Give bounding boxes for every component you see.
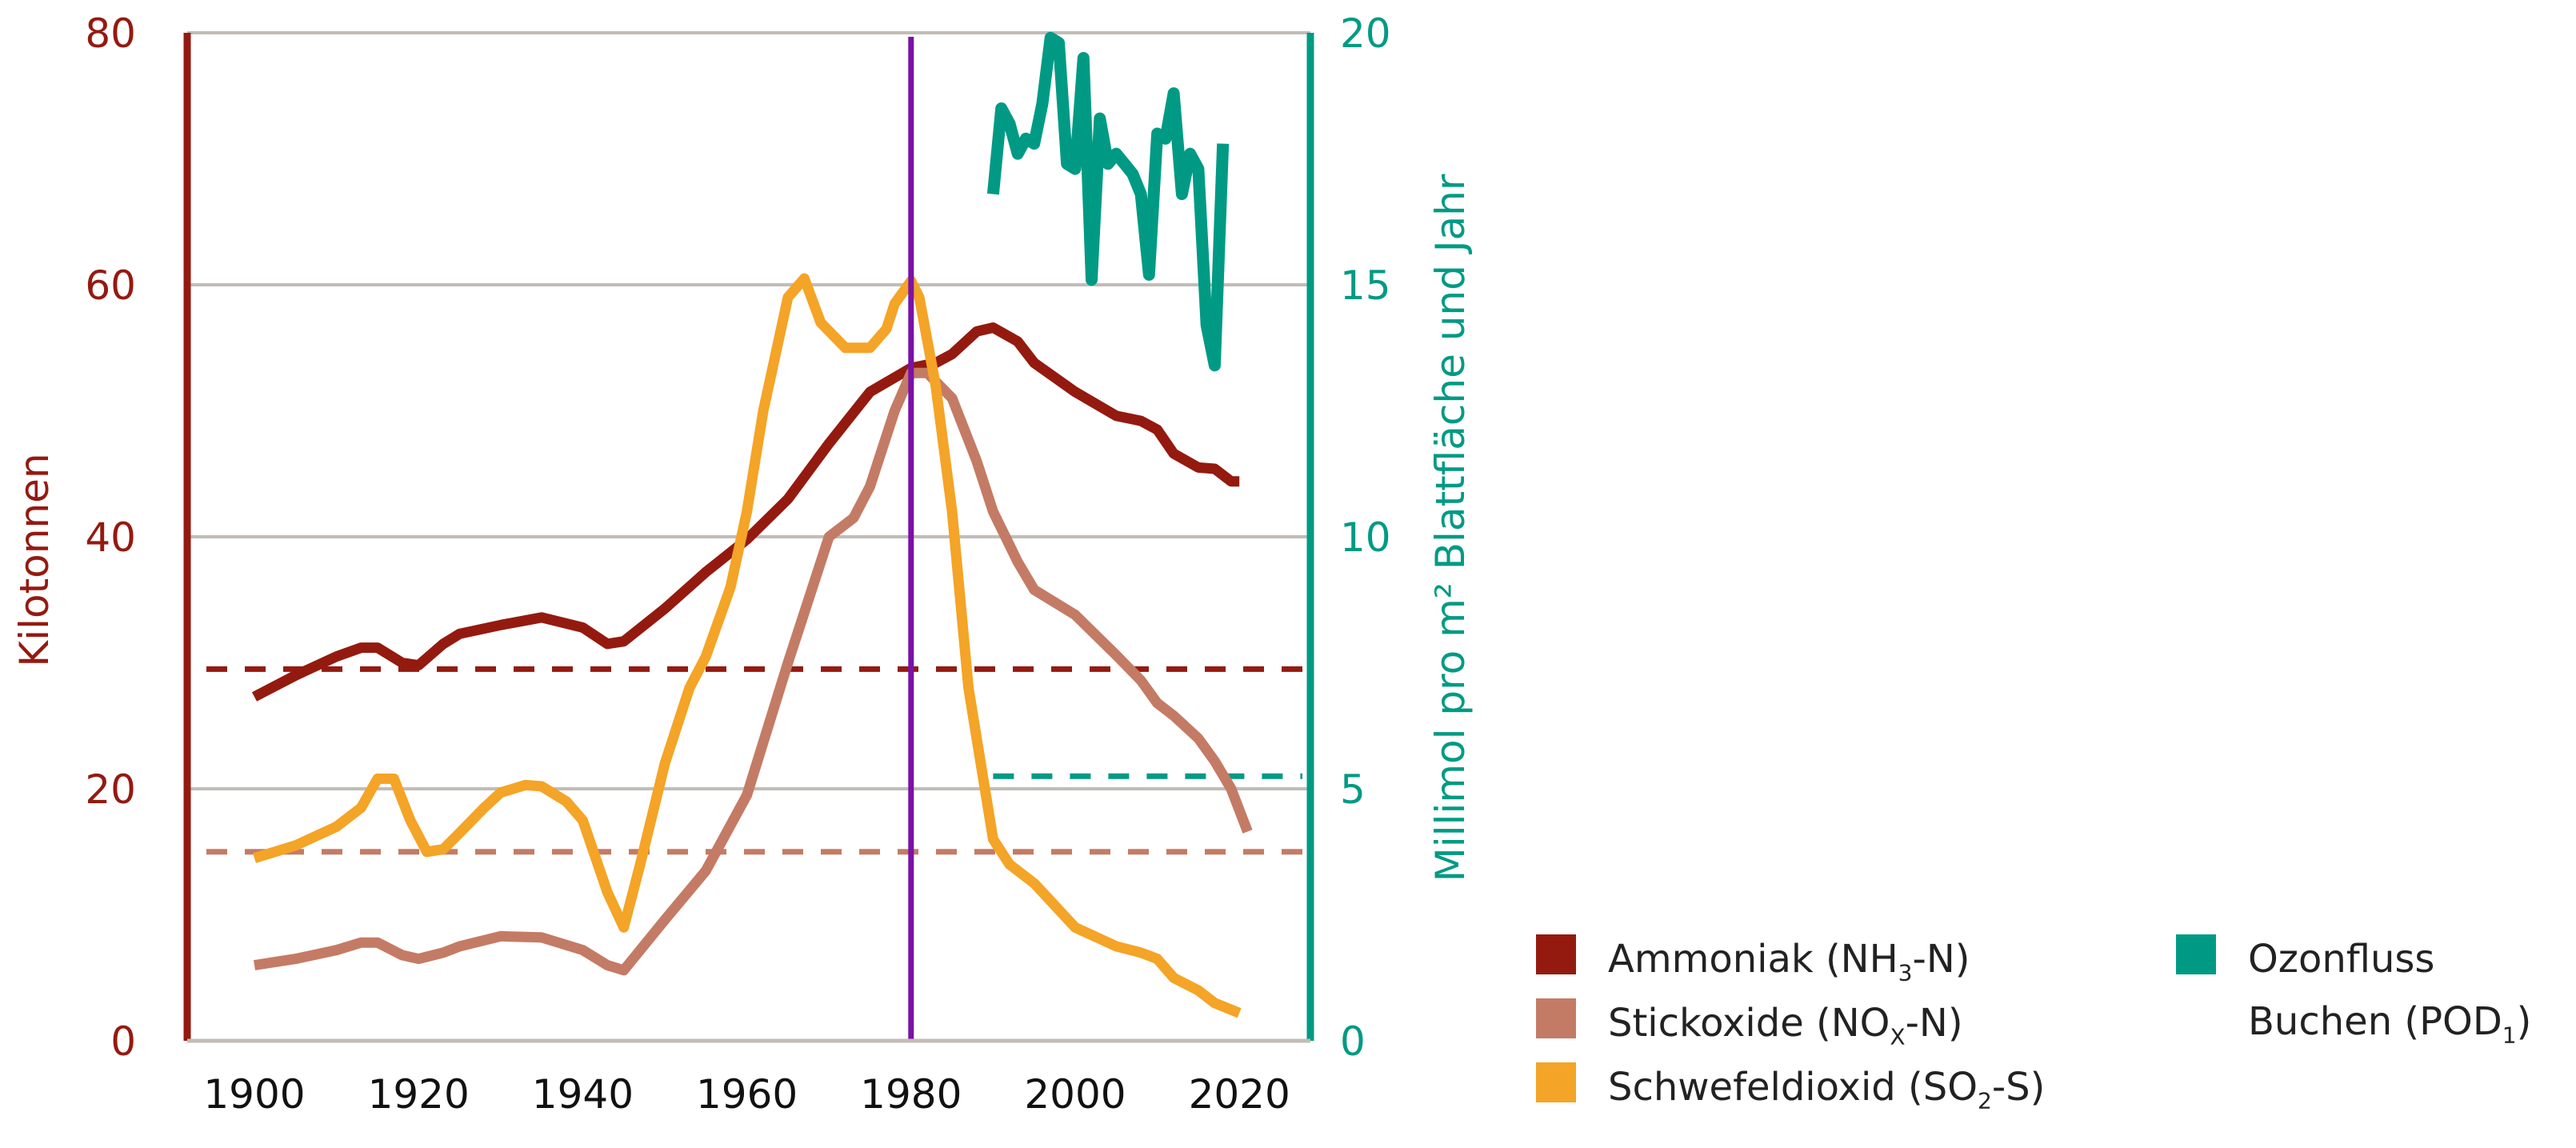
- series-line-ozon: [986, 31, 1230, 372]
- y-tick-label-right: 5: [1340, 766, 1366, 813]
- legend-label: Schwefeldioxid (SO2-S): [1608, 1065, 2046, 1114]
- y-axis-label-right: Millimol pro m² Blattfläche und Jahr: [1427, 174, 1474, 882]
- y-tick-label-left: 80: [85, 10, 136, 57]
- x-tick-label: 1920: [368, 1071, 470, 1118]
- y-tick-label-left: 40: [85, 514, 136, 561]
- y-tick-label-right: 10: [1340, 514, 1391, 561]
- y-tick-label-left: 0: [110, 1018, 136, 1065]
- series-line-stickoxide: [254, 367, 1253, 976]
- series-line-schwefel: [253, 273, 1242, 1018]
- legend-item-ammoniak: Ammoniak (NH3-N): [1536, 928, 1970, 1005]
- legend-swatch: [2176, 934, 2216, 974]
- legend-item-ozonfluss: Ozonfluss Buchen (POD1): [2176, 928, 2531, 1067]
- x-tick-label: 2020: [1189, 1071, 1290, 1118]
- x-tick-label: 1900: [203, 1071, 305, 1118]
- x-tick-label: 1940: [532, 1071, 634, 1118]
- legend-item-schwefeldioxid: Schwefeldioxid (SO2-S): [1536, 1056, 2045, 1133]
- legend-item-stickoxide: Stickoxide (NOX-N): [1536, 992, 1963, 1069]
- y-tick-label-right: 0: [1340, 1018, 1366, 1065]
- x-tick-label: 1980: [860, 1071, 962, 1118]
- y-tick-label-right: 15: [1340, 262, 1391, 309]
- legend-label: Ozonfluss Buchen (POD1): [2248, 937, 2532, 1049]
- legend-swatch: [1536, 998, 1576, 1038]
- y-tick-label-left: 20: [85, 766, 136, 813]
- series-line-ammoniak: [251, 322, 1240, 702]
- y-tick-label-right: 20: [1340, 10, 1391, 57]
- x-tick-label: 2000: [1024, 1071, 1126, 1118]
- y-axis-label-left: Kilotonnen: [11, 453, 58, 666]
- legend-swatch: [1536, 934, 1576, 974]
- legend-label: Ammoniak (NH3-N): [1608, 937, 1970, 986]
- x-tick-label: 1960: [696, 1071, 798, 1118]
- legend-swatch: [1536, 1062, 1576, 1102]
- legend-label: Stickoxide (NOX-N): [1608, 1001, 1963, 1050]
- y-tick-label-left: 60: [85, 262, 136, 309]
